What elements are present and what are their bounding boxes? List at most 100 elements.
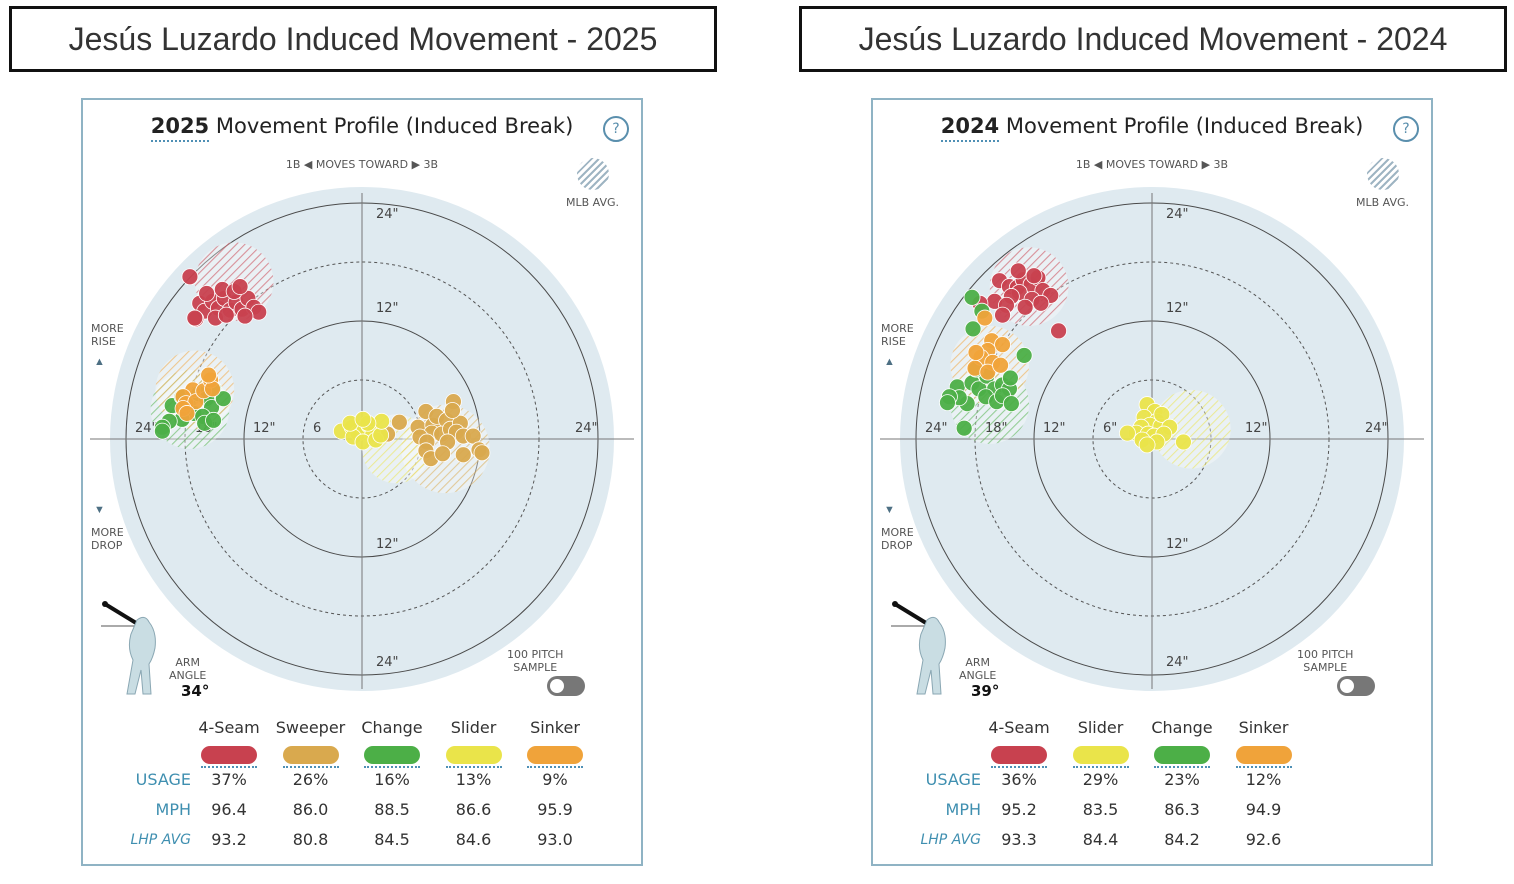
pitch-underline xyxy=(201,766,257,768)
ring-label: 12" xyxy=(1166,301,1189,316)
ring-label: 12" xyxy=(376,537,399,552)
title-year[interactable]: 2025 xyxy=(150,114,210,142)
up-arrow-icon: ▲ xyxy=(94,356,105,368)
pitch-point-4-seam xyxy=(198,285,216,302)
ring-label: 12" xyxy=(1166,537,1189,552)
pitch-color-swatch[interactable] xyxy=(1235,746,1292,764)
pitch-name: Sinker xyxy=(1238,718,1289,737)
pitch-lhp-avg: 84.5 xyxy=(374,830,410,849)
pitch-point-change xyxy=(214,390,232,408)
pitch-lhp-avg: 93.2 xyxy=(211,830,247,849)
help-icon[interactable]: ? xyxy=(1393,116,1419,142)
pitch-usage: 16% xyxy=(374,770,410,789)
pitch-usage: 26% xyxy=(292,770,329,789)
pitch-point-change xyxy=(1015,347,1033,364)
pitch-point-sweeper xyxy=(454,446,472,464)
pitch-point-4-seam xyxy=(1016,298,1034,316)
arm-angle-value: 39° xyxy=(971,682,1000,700)
pitch-usage: 13% xyxy=(455,770,492,789)
pitch-mph: 83.5 xyxy=(1082,800,1119,819)
pitch-underline xyxy=(1154,766,1210,768)
pitch-color-swatch[interactable] xyxy=(991,746,1047,764)
movement-plot: 24" 12" 12" 24" 24" 18" 12" 6" 12" 24" xyxy=(880,187,1424,691)
pitch-point-4-seam xyxy=(217,306,235,324)
pitch-color-swatch[interactable] xyxy=(527,746,583,764)
pitch-usage: 36% xyxy=(1001,770,1037,789)
row-label-lhp-avg: LHP AVG xyxy=(130,832,191,848)
pitch-point-sinker xyxy=(178,405,196,422)
arm-angle-label: ARM ANGLE xyxy=(959,656,997,682)
pitch-point-change xyxy=(205,411,222,429)
pitch-point-4-seam xyxy=(236,307,254,325)
pitch-lhp-avg: 84.2 xyxy=(1164,830,1200,849)
pitch-point-slider xyxy=(354,410,372,428)
ring-label: 24" xyxy=(376,655,399,670)
title-year[interactable]: 2024 xyxy=(940,114,1000,142)
row-label-mph: MPH xyxy=(155,800,191,819)
pitch-usage: 23% xyxy=(1164,770,1200,789)
pitch-name: Change xyxy=(361,718,423,737)
ring-label: 18" xyxy=(985,421,1008,436)
movement-card: 2024 Movement Profile (Induced Break) ? … xyxy=(871,98,1433,866)
pitch-point-slider xyxy=(1119,424,1136,442)
ring-label: 24" xyxy=(376,207,399,222)
pitch-color-swatch[interactable] xyxy=(282,746,339,764)
mlb-avg-hatch-icon xyxy=(577,158,609,190)
pitch-name: 4-Seam xyxy=(198,718,260,737)
pitch-color-swatch[interactable] xyxy=(1072,746,1129,764)
pitch-point-4-seam xyxy=(231,278,249,295)
mlb-avg-slider xyxy=(1152,389,1231,469)
pitch-usage: 9% xyxy=(542,770,568,789)
more-rise-label: MORE RISE xyxy=(91,322,124,348)
ring-label: 12" xyxy=(1245,421,1268,436)
ring-label: 24" xyxy=(1166,655,1189,670)
pitch-underline xyxy=(445,766,502,768)
pitch-mph: 96.4 xyxy=(211,800,247,819)
pitch-color-swatch[interactable] xyxy=(201,746,257,764)
title-text: Movement Profile (Induced Break) xyxy=(999,114,1364,138)
pitch-mph: 86.6 xyxy=(455,800,492,819)
up-arrow-icon: ▲ xyxy=(884,356,895,368)
pitch-point-sinker xyxy=(967,344,985,361)
row-label-usage: USAGE xyxy=(925,770,981,789)
more-drop-label: MORE DROP xyxy=(91,526,124,552)
pitch-point-sinker xyxy=(976,309,994,327)
pitch-lhp-avg: 93.3 xyxy=(1001,830,1037,849)
ring-label: 6" xyxy=(1103,421,1117,436)
pitch-point-change xyxy=(963,288,981,306)
pitch-underline xyxy=(364,766,420,768)
pitch-point-sweeper xyxy=(434,445,452,463)
panel-header-text: Jesús Luzardo Induced Movement - 2025 xyxy=(68,20,658,57)
card-title: 2024 Movement Profile (Induced Break) xyxy=(873,114,1431,142)
pitch-lhp-avg: 80.8 xyxy=(292,830,329,849)
pitch-name: 4-Seam xyxy=(988,718,1050,737)
pitch-point-change xyxy=(1001,369,1019,387)
ring-label: 24" xyxy=(1166,207,1189,222)
row-label-mph: MPH xyxy=(945,800,981,819)
pitch-point-sweeper xyxy=(473,444,491,462)
moves-toward-label: 1B ◀ MOVES TOWARD ▶ 3B xyxy=(285,158,439,171)
pitch-mph: 86.0 xyxy=(292,800,329,819)
pitch-sample-toggle[interactable] xyxy=(547,676,585,696)
help-icon[interactable]: ? xyxy=(603,116,629,142)
toggle-knob xyxy=(550,679,564,693)
pitch-point-sinker xyxy=(992,356,1009,374)
card-title: 2025 Movement Profile (Induced Break) xyxy=(83,114,641,142)
movement-plot: 24"12"12"24"24"18"12"624" xyxy=(90,187,634,691)
pitch-point-4-seam xyxy=(1050,322,1067,340)
more-rise-label: MORE RISE xyxy=(881,322,914,348)
ring-label: 24" xyxy=(1365,421,1388,436)
pitch-color-swatch[interactable] xyxy=(364,746,420,764)
pitch-underline xyxy=(527,766,583,768)
mlb-avg-hatch-icon xyxy=(1367,158,1399,190)
pitch-point-slider xyxy=(1175,433,1192,451)
pitch-sample-toggle[interactable] xyxy=(1337,676,1375,696)
panel-header-2024: Jesús Luzardo Induced Movement - 2024 xyxy=(799,6,1507,72)
pitch-name: Slider xyxy=(1077,718,1124,737)
panel-header-text: Jesús Luzardo Induced Movement - 2024 xyxy=(858,20,1448,57)
down-arrow-icon: ▼ xyxy=(94,504,105,516)
pitch-mph: 88.5 xyxy=(374,800,410,819)
pitch-point-sinker xyxy=(200,366,217,384)
pitch-color-swatch[interactable] xyxy=(445,746,502,764)
pitch-color-swatch[interactable] xyxy=(1154,746,1210,764)
